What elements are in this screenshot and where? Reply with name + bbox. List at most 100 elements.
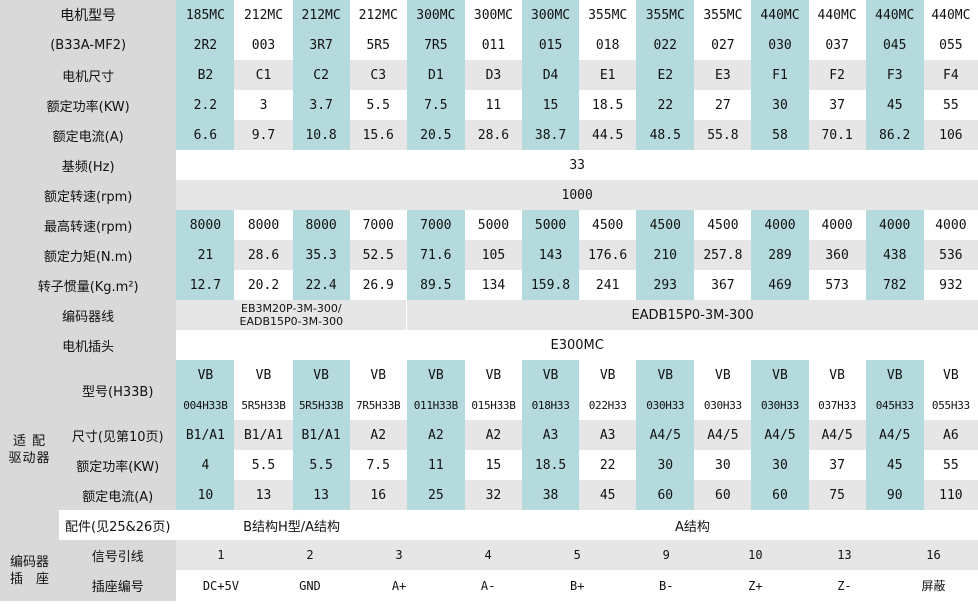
driver-spec-cell: A3 bbox=[579, 420, 637, 450]
pin-label: 插座编号 bbox=[59, 570, 177, 601]
row-label: 额定电流(A) bbox=[0, 120, 177, 150]
driver-row-label: 额定功率(KW) bbox=[59, 450, 177, 480]
rated-speed-label: 额定转速(rpm) bbox=[0, 180, 177, 210]
spec-cell: 86.2 bbox=[865, 120, 924, 150]
spec-cell: 4000 bbox=[808, 210, 866, 240]
spec-cell: 5000 bbox=[464, 210, 522, 240]
driver-spec-row: 尺寸(见第10页) B1/A1 B1/A1 B1/A1 A2 A2 A2 A3 A3 A4/5 A4… bbox=[0, 420, 978, 450]
motor-model-sublabel: (B33A-MF2) bbox=[0, 30, 177, 60]
driver-spec-cell: 60 bbox=[694, 480, 752, 510]
spec-cell: 5000 bbox=[522, 210, 580, 240]
driver-spec-cell: 5.5 bbox=[292, 450, 350, 480]
spec-cell: 22.4 bbox=[292, 270, 350, 300]
motor-series-cell: 185MC bbox=[176, 0, 235, 30]
motor-plug-label: 电机插头 bbox=[0, 330, 177, 360]
spec-cell: 360 bbox=[808, 240, 866, 270]
motor-code-cell: 055 bbox=[923, 30, 978, 60]
spec-cell: 22 bbox=[636, 90, 695, 120]
signal-row: 编码器 插 座信号引线 1 2 3 4 5 9 10 13 16 bbox=[0, 540, 978, 601]
driver-spec-cell: 60 bbox=[751, 480, 809, 510]
motor-spec-row: 额定功率(KW) 2.2 3 3.7 5.5 7.5 11 15 18.5 22 27 30 37 45 5… bbox=[0, 90, 978, 120]
driver-code-cell: 5R5H33B bbox=[234, 390, 293, 420]
motor-code-cell: 003 bbox=[234, 30, 293, 60]
signal-pin-cell: 2 bbox=[306, 548, 314, 562]
motor-code-cell: 5R5 bbox=[349, 30, 407, 60]
spec-cell: 89.5 bbox=[406, 270, 465, 300]
spec-cell: F4 bbox=[923, 60, 978, 90]
spec-cell: 4500 bbox=[694, 210, 752, 240]
spec-cell: 7000 bbox=[406, 210, 465, 240]
driver-code-cell: 022H33 bbox=[579, 390, 637, 420]
accessory-right: A结构 bbox=[406, 510, 978, 540]
motor-series-cell: 355MC bbox=[694, 0, 752, 30]
driver-spec-row: 额定电流(A) 10 13 13 16 25 32 38 45 60 60 60 75 90 110 bbox=[0, 480, 978, 510]
driver-spec-cell: A2 bbox=[464, 420, 522, 450]
signal-pin-cell: 13 bbox=[837, 548, 852, 562]
encoder-cable-label: 编码器线 bbox=[0, 300, 177, 330]
motor-model-label: 电机型号 bbox=[0, 0, 177, 30]
motor-code-cell: 037 bbox=[808, 30, 866, 60]
motor-series-cell: 300MC bbox=[406, 0, 465, 30]
spec-cell: 210 bbox=[636, 240, 695, 270]
driver-spec-cell: 90 bbox=[865, 480, 924, 510]
pin-name-cell: 屏蔽 bbox=[921, 579, 946, 593]
spec-cell: 241 bbox=[579, 270, 637, 300]
driver-spec-cell: A4/5 bbox=[636, 420, 695, 450]
spec-cell: 134 bbox=[464, 270, 522, 300]
motor-series-cell: 440MC bbox=[865, 0, 924, 30]
driver-row-label: 额定电流(A) bbox=[59, 480, 177, 510]
driver-prefix-cell: VB bbox=[579, 360, 637, 390]
motor-plug-row: 电机插头 E300MC bbox=[0, 330, 978, 360]
pin-name-cell: B+ bbox=[569, 578, 585, 593]
spec-cell: 48.5 bbox=[636, 120, 695, 150]
base-freq-value: 33 bbox=[176, 150, 978, 180]
row-label: 电机尺寸 bbox=[0, 60, 177, 90]
pin-name-cell: Z- bbox=[837, 578, 852, 593]
driver-prefix-cell: VB bbox=[865, 360, 924, 390]
driver-spec-cell: 32 bbox=[464, 480, 522, 510]
driver-spec-cell: A4/5 bbox=[694, 420, 752, 450]
spec-cell: 3.7 bbox=[292, 90, 350, 120]
motor-plug-value: E300MC bbox=[176, 330, 978, 360]
motor-spec-row: 额定力矩(N.m) 21 28.6 35.3 52.5 71.6 105 143 176.6 21… bbox=[0, 240, 978, 270]
driver-spec-cell: A6 bbox=[923, 420, 978, 450]
spec-cell: 105 bbox=[464, 240, 522, 270]
spec-cell: 12.7 bbox=[176, 270, 235, 300]
base-freq-row: 基频(Hz) 33 bbox=[0, 150, 978, 180]
signal-pin-cell: 16 bbox=[926, 548, 941, 562]
spec-cell: 8000 bbox=[292, 210, 350, 240]
accessory-row: 配件(见25&26页) B结构H型/A结构 A结构 bbox=[0, 510, 978, 540]
spec-cell: C2 bbox=[292, 60, 350, 90]
driver-code-cell: 037H33 bbox=[808, 390, 866, 420]
motor-spec-row: 额定电流(A) 6.6 9.7 10.8 15.6 20.5 28.6 38.7 44.5 48.… bbox=[0, 120, 978, 150]
driver-code-cell: 004H33B bbox=[176, 390, 235, 420]
spec-cell: E1 bbox=[579, 60, 637, 90]
motor-series-cell: 300MC bbox=[522, 0, 580, 30]
spec-cell: E3 bbox=[694, 60, 752, 90]
pin-name-cell: GND bbox=[299, 578, 321, 593]
motor-series-cell: 212MC bbox=[349, 0, 407, 30]
spec-cell: 469 bbox=[751, 270, 809, 300]
signal-pin-cell: 3 bbox=[395, 548, 403, 562]
driver-spec-cell: A3 bbox=[522, 420, 580, 450]
spec-cell: 52.5 bbox=[349, 240, 407, 270]
spec-cell: 4000 bbox=[865, 210, 924, 240]
signal-pin-cell: 4 bbox=[484, 548, 492, 562]
pin-row: 插座编号 DC+5V GND A+ A- B+ B- Z+ Z- 屏蔽 bbox=[0, 570, 978, 601]
driver-prefix-cell: VB bbox=[464, 360, 522, 390]
motor-code-cell: 022 bbox=[636, 30, 695, 60]
driver-spec-cell: 5.5 bbox=[234, 450, 293, 480]
motor-code-cell: 7R5 bbox=[406, 30, 465, 60]
spec-cell: F3 bbox=[865, 60, 924, 90]
driver-spec-cell: A4/5 bbox=[865, 420, 924, 450]
spec-cell: 55.8 bbox=[694, 120, 752, 150]
spec-cell: 4000 bbox=[923, 210, 978, 240]
spec-cell: 10.8 bbox=[292, 120, 350, 150]
driver-model-prefix-row: 适 配 驱动器 型号(H33B) VB VB VB VB VB VB VB VB VB VB VB VB V… bbox=[0, 360, 978, 540]
driver-prefix-cell: VB bbox=[751, 360, 809, 390]
spec-cell: 30 bbox=[751, 90, 809, 120]
driver-spec-cell: 75 bbox=[808, 480, 866, 510]
driver-spec-cell: 30 bbox=[751, 450, 809, 480]
row-label: 额定力矩(N.m) bbox=[0, 240, 177, 270]
